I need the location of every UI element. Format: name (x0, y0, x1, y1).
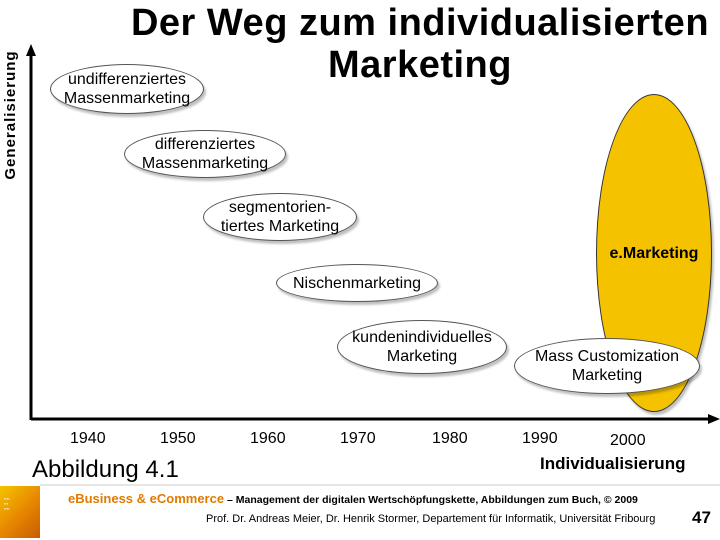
node-mass-line2: Marketing (571, 367, 643, 384)
x-axis-label: Individualisierung (540, 454, 686, 473)
node-segmentorientiertes-marketing: segmentorien- tiertes Marketing (203, 193, 357, 241)
node-mass-customization-marketing: Mass Customization Marketing (514, 338, 700, 394)
page-number: 47 (692, 508, 711, 527)
node-undiff-line2: Massenmarketing (63, 90, 191, 107)
x-tick-1990: 1990 (522, 430, 558, 447)
node-kunden-line1: kundenindividuelles (352, 329, 492, 346)
x-tick-1970: 1970 (340, 430, 376, 447)
node-kunden-line2: Marketing (386, 348, 458, 365)
x-axis-arrow-icon (708, 414, 720, 424)
node-diff-line2: Massenmarketing (141, 155, 269, 172)
y-axis-arrow-icon (26, 44, 36, 56)
node-segment-line2: tiertes Marketing (220, 218, 340, 235)
title-line-2: Marketing (328, 44, 512, 86)
node-undiff-line1: undifferenziertes (68, 71, 186, 88)
node-nische-line1: Nischenmarketing (292, 274, 422, 292)
page-title: Der Weg zum individualisierten Marketing (120, 2, 720, 86)
x-tick-2000: 2000 (610, 432, 646, 449)
figure-caption: Abbildung 4.1 (32, 456, 179, 483)
university-logo: ▪▪▪▪ ▪▪▪ ▪▪▪▪ (0, 486, 40, 538)
x-tick-1950: 1950 (160, 430, 196, 447)
title-line-1: Der Weg zum individualisierten (130, 2, 710, 44)
footer-line-1: eBusiness & eCommerce – Management der d… (68, 491, 638, 506)
node-kundenindividuelles-marketing: kundenindividuelles Marketing (337, 320, 507, 374)
footer-book-title: eBusiness & eCommerce (68, 491, 225, 506)
node-differenziertes-massenmarketing: differenziertes Massenmarketing (124, 130, 286, 178)
footer-line-2: Prof. Dr. Andreas Meier, Dr. Henrik Stor… (206, 513, 656, 525)
node-undifferenziertes-massenmarketing: undifferenziertes Massenmarketing (50, 64, 204, 114)
node-segment-line1: segmentorien- (228, 199, 332, 216)
x-tick-1960: 1960 (250, 430, 286, 447)
footer-line1-rest: – Management der digitalen Wertschöpfung… (224, 494, 638, 506)
node-nischenmarketing: Nischenmarketing (276, 264, 438, 302)
node-mass-line1: Mass Customization (534, 348, 680, 365)
x-tick-1940: 1940 (70, 430, 106, 447)
node-emarketing-label: e.Marketing (609, 244, 699, 262)
footer-divider (40, 484, 720, 486)
x-tick-1980: 1980 (432, 430, 468, 447)
node-diff-line1: differenziertes (154, 136, 256, 153)
